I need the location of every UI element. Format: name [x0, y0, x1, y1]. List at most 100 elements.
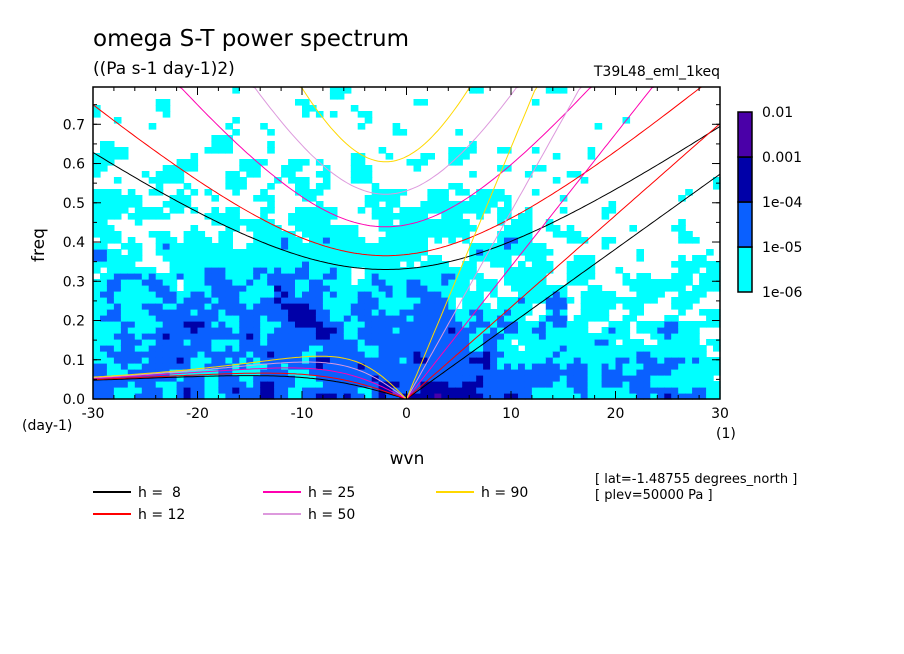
contour-cell	[357, 111, 366, 118]
contour-cell	[197, 285, 206, 292]
contour-cell	[288, 249, 296, 256]
contour-cell	[559, 231, 568, 238]
contour-cell	[218, 375, 226, 382]
contour-cell	[309, 273, 317, 280]
rossby-wave-curve	[93, 372, 407, 399]
contour-cell	[434, 231, 442, 238]
contour-cell	[573, 171, 582, 178]
contour-cell	[552, 357, 561, 364]
contour-cell	[713, 267, 721, 274]
contour-cell	[469, 381, 477, 388]
contour-cell	[706, 393, 714, 400]
contour-cell	[134, 249, 143, 256]
contour-cell	[113, 261, 122, 268]
contour-cell	[420, 201, 428, 208]
contour-cell	[615, 327, 624, 334]
contour-cell	[343, 333, 352, 340]
contour-cell	[176, 315, 185, 322]
contour-cell	[176, 357, 185, 364]
contour-cell	[511, 351, 519, 358]
contour-cell	[594, 297, 603, 304]
contour-cell	[531, 321, 540, 328]
contour-cell	[148, 327, 157, 334]
contour-cell	[364, 267, 373, 274]
contour-cell	[302, 255, 310, 262]
contour-cell	[511, 357, 519, 364]
contour-cell	[239, 273, 247, 280]
contour-cell	[385, 207, 394, 214]
contour-cell	[497, 393, 505, 400]
contour-cell	[713, 381, 721, 388]
contour-cell	[169, 291, 178, 298]
contour-cell	[211, 339, 219, 346]
contour-cell	[274, 345, 282, 352]
contour-cell	[664, 381, 672, 388]
contour-cell	[636, 387, 644, 394]
contour-cell	[120, 303, 129, 310]
contour-cell	[671, 369, 679, 376]
contour-cell	[309, 297, 317, 304]
contour-cell	[497, 165, 505, 172]
contour-cell	[141, 345, 150, 352]
contour-cell	[434, 375, 442, 382]
contour-cell	[295, 183, 303, 190]
contour-cell	[462, 267, 470, 274]
contour-cell	[559, 291, 568, 298]
contour-cell	[120, 351, 129, 358]
contour-cell	[309, 231, 317, 238]
contour-cell	[420, 327, 428, 334]
contour-cell	[448, 219, 456, 226]
contour-cell	[253, 333, 261, 340]
contour-cell	[692, 363, 700, 370]
contour-cell	[594, 369, 603, 376]
contour-cell	[267, 327, 275, 334]
contour-cell	[434, 303, 442, 310]
contour-cell	[685, 333, 693, 340]
contour-cell	[385, 369, 394, 376]
contour-cell	[350, 375, 359, 382]
contour-cell	[699, 345, 707, 352]
contour-cell	[329, 381, 338, 388]
contour-cell	[288, 309, 296, 316]
contour-cell	[678, 327, 686, 334]
contour-cell	[685, 345, 693, 352]
contour-cell	[134, 315, 143, 322]
contour-cell	[260, 363, 268, 370]
contour-cell	[127, 315, 136, 322]
contour-cell	[322, 327, 331, 334]
contour-cell	[225, 285, 233, 292]
rossby-wave-curve	[93, 361, 407, 399]
contour-cell	[420, 231, 428, 238]
contour-cell	[371, 309, 380, 316]
contour-cell	[385, 351, 394, 358]
contour-cell	[281, 357, 289, 364]
contour-cell	[281, 369, 289, 376]
contour-cell	[504, 309, 512, 316]
contour-cell	[267, 369, 275, 376]
contour-cell	[462, 327, 470, 334]
contour-cell	[134, 393, 143, 400]
contour-cell	[309, 369, 317, 376]
contour-cell	[420, 309, 428, 316]
contour-cell	[350, 393, 359, 400]
contour-cell	[232, 393, 240, 400]
contour-cell	[364, 249, 373, 256]
contour-cell	[671, 333, 679, 340]
contour-cell	[274, 249, 282, 256]
contour-cell	[685, 321, 693, 328]
contour-cell	[225, 327, 233, 334]
contour-cell	[378, 381, 387, 388]
contour-cell	[594, 351, 603, 358]
contour-cell	[267, 339, 275, 346]
contour-cell	[455, 387, 463, 394]
contour-cell	[601, 243, 610, 250]
contour-cell	[462, 231, 470, 238]
contour-cell	[169, 267, 178, 274]
contour-cell	[378, 219, 387, 226]
contour-cell	[671, 315, 679, 322]
contour-cell	[678, 387, 686, 394]
contour-cell	[406, 297, 415, 304]
contour-cell	[246, 351, 254, 358]
contour-cell	[336, 345, 345, 352]
contour-cell	[573, 279, 582, 286]
